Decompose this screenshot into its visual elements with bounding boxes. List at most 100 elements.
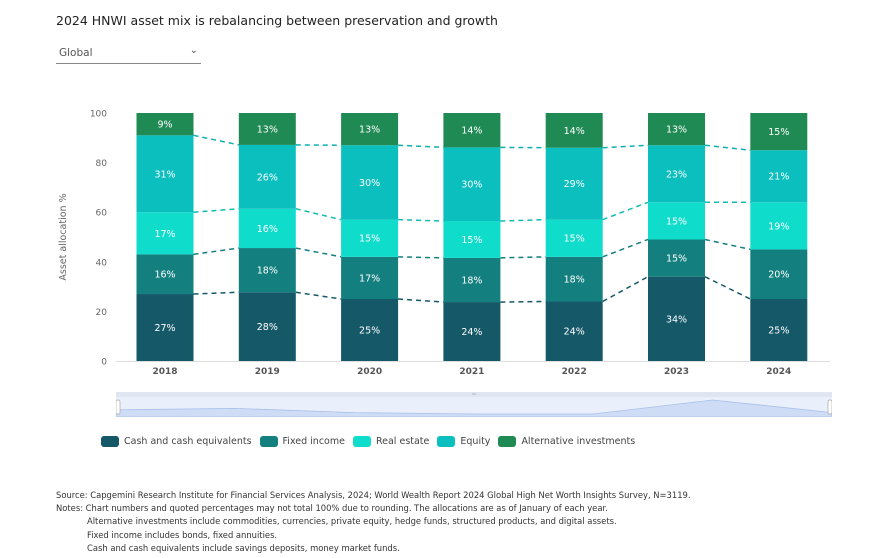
bar-segment[interactable]	[136, 113, 194, 136]
connector-line	[193, 291, 239, 295]
bar-value-label: 31%	[154, 169, 175, 180]
connector-line	[295, 291, 342, 300]
connector-line	[193, 247, 239, 256]
bar-stack-2021: 24% 18% 15% 30% 14%	[443, 113, 501, 361]
y-tick-label: 0	[101, 358, 107, 368]
bar-segment[interactable]	[341, 299, 399, 361]
legend-label: Alternative investments	[521, 436, 636, 447]
bar-segment[interactable]	[545, 256, 603, 302]
bar-value-label: 18%	[564, 275, 585, 286]
bar-segment[interactable]	[238, 292, 296, 361]
bar-segment[interactable]	[341, 113, 399, 146]
bar-segment[interactable]	[648, 145, 705, 203]
chart-title: 2024 HNWI asset mix is rebalancing betwe…	[56, 13, 498, 28]
legend-item[interactable]: Cash and cash equivalents	[101, 436, 252, 447]
chevron-down-icon: ⌄	[189, 45, 198, 56]
bar-value-label: 15%	[461, 235, 482, 246]
y-tick-label: 80	[96, 159, 108, 169]
bar-value-label: 27%	[154, 323, 175, 334]
legend-item[interactable]: Real estate	[352, 436, 429, 447]
bar-value-label: 29%	[564, 179, 585, 190]
bar-segment[interactable]	[341, 256, 399, 299]
connector-line	[193, 208, 239, 213]
x-tick-label: 2021	[459, 367, 484, 377]
connector-line	[500, 300, 546, 303]
bar-segment[interactable]	[238, 208, 296, 249]
bar-value-label: 30%	[359, 178, 380, 189]
bar-segment[interactable]	[238, 113, 296, 145]
bar-segment[interactable]	[648, 202, 705, 240]
bar-value-label: 25%	[768, 326, 789, 337]
bar-stack-2022: 24% 18% 15% 29% 14%	[545, 113, 603, 361]
connector-line	[704, 276, 751, 300]
bar-segment[interactable]	[443, 221, 501, 258]
bar-segment[interactable]	[545, 219, 603, 257]
bar-value-label: 13%	[359, 125, 380, 136]
bar-value-label: 30%	[461, 180, 482, 191]
x-tick-label: 2020	[357, 367, 382, 377]
connector-line	[602, 276, 649, 303]
stacked-bar-chart: 0 20 40 60 80 100 Asset allocation % 27% 16% 17…	[58, 110, 830, 377]
range-slider[interactable]	[116, 392, 832, 417]
legend-label: Cash and cash equivalents	[124, 436, 252, 447]
bar-value-label: 14%	[564, 126, 585, 137]
legend-swatch	[437, 436, 456, 447]
bar-value-label: 18%	[257, 266, 278, 277]
connector-line	[295, 208, 342, 221]
bar-segment[interactable]	[443, 302, 501, 361]
bar-stack-2023: 34% 15% 15% 23% 13%	[648, 113, 705, 361]
bar-segment[interactable]	[648, 113, 705, 146]
bar-segment[interactable]	[545, 113, 603, 148]
bar-segment[interactable]	[648, 239, 705, 277]
y-tick-label: 20	[96, 308, 108, 318]
slider-left-handle[interactable]	[116, 399, 121, 415]
legend-item[interactable]: Equity	[437, 436, 490, 447]
note-line-4: Cash and cash equivalents include saving…	[87, 542, 400, 553]
bar-value-label: 21%	[768, 172, 789, 183]
bar-value-label: 20%	[768, 270, 789, 281]
legend-swatch	[259, 436, 278, 447]
bar-value-label: 17%	[154, 229, 175, 240]
bar-segment[interactable]	[238, 248, 296, 293]
bar-segment[interactable]	[750, 299, 808, 361]
source-note: Source: Capgemini Research Institute for…	[56, 490, 691, 500]
bar-segment[interactable]	[545, 301, 603, 361]
bar-value-label: 18%	[461, 275, 482, 286]
region-select-value: Global	[59, 47, 93, 59]
connector-line	[398, 218, 444, 222]
bar-segment[interactable]	[750, 150, 808, 203]
bar-segment[interactable]	[443, 113, 501, 148]
bar-segment[interactable]	[750, 113, 808, 151]
connector-line	[704, 144, 751, 151]
bar-segment[interactable]	[750, 249, 808, 299]
bar-segment[interactable]	[443, 257, 501, 303]
slider-right-handle[interactable]	[827, 399, 832, 415]
legend-swatch	[352, 436, 371, 447]
region-select[interactable]: Global ⌄	[56, 44, 201, 64]
bar-segment[interactable]	[136, 254, 194, 295]
bar-value-label: 15%	[666, 254, 687, 265]
bars: 27% 16% 17% 31% 9% 28% 18% 16% 26% 13% 25% 17% 15% 30…	[136, 113, 808, 361]
bar-value-label: 15%	[666, 216, 687, 227]
legend: Cash and cash equivalents Fixed income Rea…	[101, 436, 643, 447]
note-line-1: Notes: Chart numbers and quoted percenta…	[56, 503, 608, 514]
bar-segment[interactable]	[136, 294, 194, 361]
bar-value-label: 15%	[768, 127, 789, 138]
legend-item[interactable]: Alternative investments	[498, 436, 635, 447]
bar-segment[interactable]	[238, 144, 296, 209]
bar-segment[interactable]	[648, 276, 705, 361]
slider-drag-grip[interactable]	[472, 393, 476, 395]
bar-segment[interactable]	[136, 135, 194, 213]
bar-segment[interactable]	[136, 212, 194, 255]
bar-segment[interactable]	[341, 219, 399, 257]
y-axis: 0 20 40 60 80 100	[90, 110, 830, 368]
legend-item[interactable]: Fixed income	[259, 436, 345, 447]
bar-value-label: 13%	[666, 125, 687, 136]
y-tick-label: 60	[96, 209, 108, 219]
bar-segment[interactable]	[545, 147, 603, 220]
bar-segment[interactable]	[750, 202, 808, 250]
bar-segment[interactable]	[341, 145, 399, 220]
bar-value-label: 24%	[461, 327, 482, 338]
bar-segment[interactable]	[443, 147, 501, 222]
bar-value-label: 19%	[768, 221, 789, 232]
